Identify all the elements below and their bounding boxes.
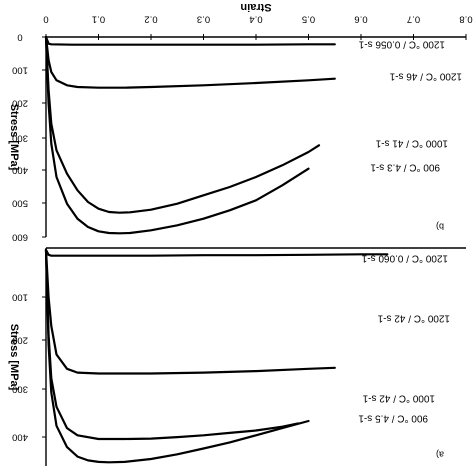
- x-tick-label: 0.7: [407, 13, 420, 24]
- y-axis-title: Stress [MPa]: [8, 324, 20, 391]
- x-tick-label: 0: [43, 13, 48, 24]
- x-tick-label: 0.4: [249, 13, 262, 24]
- y-tick-label: 500: [12, 197, 28, 208]
- y-tick-label: 200: [12, 97, 28, 108]
- series-line: [44, 35, 336, 46]
- series-line: [44, 248, 300, 441]
- x-axis-title: Strain: [240, 1, 271, 13]
- series-label: 900 °C / 4.3 s-1: [370, 161, 440, 172]
- y-tick-label: 100: [12, 291, 28, 302]
- series-label: 1200 °C / 0.056 s-1: [358, 38, 445, 49]
- y-tick-label: 200: [12, 334, 28, 345]
- series-label: 1000 °C / 41 s-1: [375, 137, 448, 148]
- y-tick-label: 100: [12, 64, 28, 75]
- series-label: 1000 °C / 42 s-1: [362, 392, 435, 403]
- x-tick-label: 0.8: [459, 13, 472, 24]
- series-line: [44, 248, 310, 464]
- panel-b: 0 100 200 300 400 500 600 0 0.1 0.2 0.3 0.4 0.5 0.6 0.…: [8, 1, 473, 242]
- x-tick-label: 0.1: [92, 13, 105, 24]
- y-tick-label: 0: [17, 31, 22, 42]
- x-tick-label: 0.2: [144, 13, 157, 24]
- x-tick-label: 0.5: [302, 13, 315, 24]
- series-label: 1200 °C / 46 s-1: [389, 70, 462, 81]
- series-label: 1200 °C / 42 s-1: [377, 312, 450, 323]
- y-tick-label: 400: [12, 164, 28, 175]
- y-tick-label: 600: [12, 231, 28, 242]
- panel-a: 100 200 300 400 Stress [MPa] 1200 °C / 0.060 …: [8, 247, 466, 466]
- series-line: [44, 35, 321, 214]
- series-line: [44, 35, 310, 235]
- x-tick-label: 0.3: [197, 13, 210, 24]
- y-axis-title: Stress [MPa]: [8, 104, 20, 171]
- y-tick-label: 300: [12, 132, 28, 143]
- y-tick-label: 300: [12, 383, 28, 394]
- series-line: [44, 248, 336, 375]
- series-label: 900 °C / 4.5 s-1: [358, 412, 428, 423]
- series-line: [44, 35, 336, 89]
- x-tick-label: 0.6: [354, 13, 367, 24]
- series-label: 1200 °C / 0.060 s-1: [361, 252, 448, 263]
- panel-label: a): [436, 450, 444, 460]
- series-line: [44, 248, 389, 257]
- panel-label: b): [436, 222, 444, 232]
- y-tick-label: 400: [12, 431, 28, 442]
